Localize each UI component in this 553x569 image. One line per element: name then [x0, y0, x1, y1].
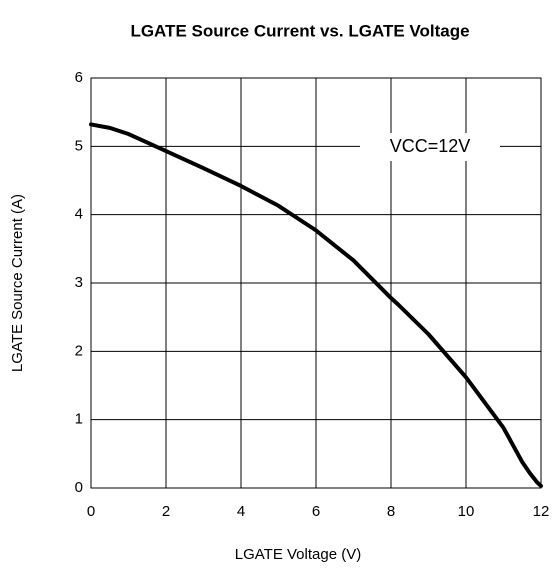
- y-tick-label: 0: [75, 479, 83, 496]
- y-tick-label: 6: [75, 69, 83, 86]
- data-line: [89, 122, 543, 488]
- x-tick-label: 12: [533, 503, 550, 520]
- x-axis-label: LGATE Voltage (V): [235, 546, 361, 563]
- chart-title: LGATE Source Current vs. LGATE Voltage: [130, 21, 469, 40]
- x-tick-label: 6: [312, 503, 320, 520]
- annotation: VCC=12V: [390, 136, 471, 156]
- x-tick-label: 0: [87, 503, 95, 520]
- annotation-box: [360, 133, 500, 161]
- x-tick-label: 8: [387, 503, 395, 520]
- y-tick-label: 5: [75, 137, 83, 154]
- y-tick-label: 1: [75, 411, 83, 428]
- x-tick-label: 4: [237, 503, 245, 520]
- y-tick-label: 2: [75, 342, 83, 359]
- x-tick-label: 10: [458, 503, 475, 520]
- x-tick-label: 2: [162, 503, 170, 520]
- y-tick-label: 4: [75, 206, 83, 223]
- y-axis-label: LGATE Source Current (A): [9, 194, 26, 372]
- y-tick-label: 3: [75, 274, 83, 291]
